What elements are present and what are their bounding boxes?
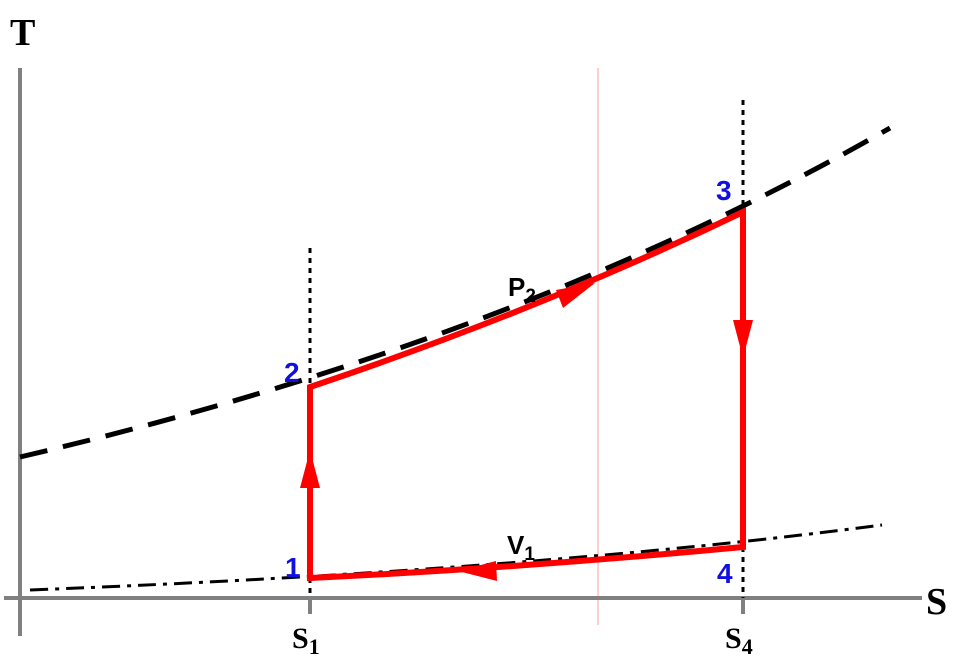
point-label: 3 xyxy=(716,175,732,206)
point-label: 2 xyxy=(284,357,300,388)
tick-main: S xyxy=(725,622,742,655)
point-label: 1 xyxy=(285,552,301,583)
tick-sub: 4 xyxy=(742,634,753,659)
process-main: P xyxy=(508,272,525,302)
process-sub: 1 xyxy=(524,544,535,565)
process-label: P2 xyxy=(508,272,536,307)
tick-main: S xyxy=(292,622,309,655)
arrow xyxy=(458,561,497,581)
isobar xyxy=(19,125,892,460)
arrow xyxy=(300,450,320,488)
tick-sub: 1 xyxy=(309,634,320,659)
tick-label: S1 xyxy=(292,622,320,659)
y-axis-label: T xyxy=(10,12,35,54)
cycle xyxy=(307,207,746,582)
process-main: V xyxy=(507,530,525,560)
process-label: V1 xyxy=(507,530,535,565)
process-sub: 2 xyxy=(525,286,536,307)
tick-label: S4 xyxy=(725,622,753,659)
arrow xyxy=(733,320,753,358)
x-axis-label: S xyxy=(926,581,947,623)
isochore xyxy=(29,523,883,592)
point-label: 4 xyxy=(717,558,733,589)
arrow xyxy=(556,283,595,308)
